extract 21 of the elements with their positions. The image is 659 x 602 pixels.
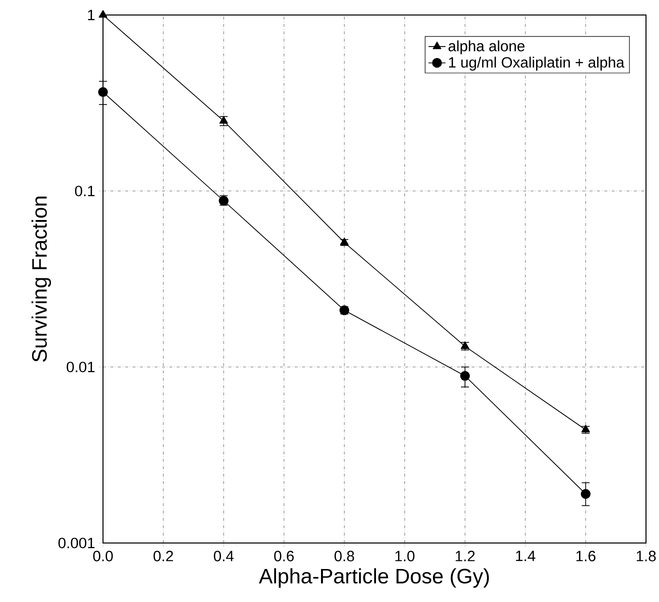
x-tick-label: 0.8 xyxy=(334,550,354,562)
x-tick-label: 0.6 xyxy=(274,550,294,562)
x-tick-label: 0.4 xyxy=(214,550,234,562)
y-tick-label: 1 xyxy=(88,10,94,20)
x-tick-label: 1.2 xyxy=(456,550,475,562)
point xyxy=(219,116,228,124)
x-tick-label: 1.6 xyxy=(576,550,596,562)
x-tick-label: 1.0 xyxy=(395,550,414,562)
y-axis-title: Surviving Fraction xyxy=(32,196,51,362)
y-tick-label: 0.1 xyxy=(75,186,95,196)
x-tick-label: 1.4 xyxy=(516,550,536,562)
y-tick-label: 0.01 xyxy=(66,362,94,372)
x-tick-label: 0.2 xyxy=(154,550,173,562)
legend-label: 1 ug/ml Oxaliplatin + alpha xyxy=(449,56,624,71)
x-axis-title: Alpha-Particle Dose (Gy) xyxy=(258,568,489,588)
point xyxy=(460,371,470,381)
legend-label: alpha alone xyxy=(448,40,524,54)
y-tick-label: 0.001 xyxy=(58,538,94,548)
point xyxy=(580,489,591,499)
x-tick-label: 0.0 xyxy=(93,550,113,562)
x-tick-label: 1.8 xyxy=(636,550,656,562)
